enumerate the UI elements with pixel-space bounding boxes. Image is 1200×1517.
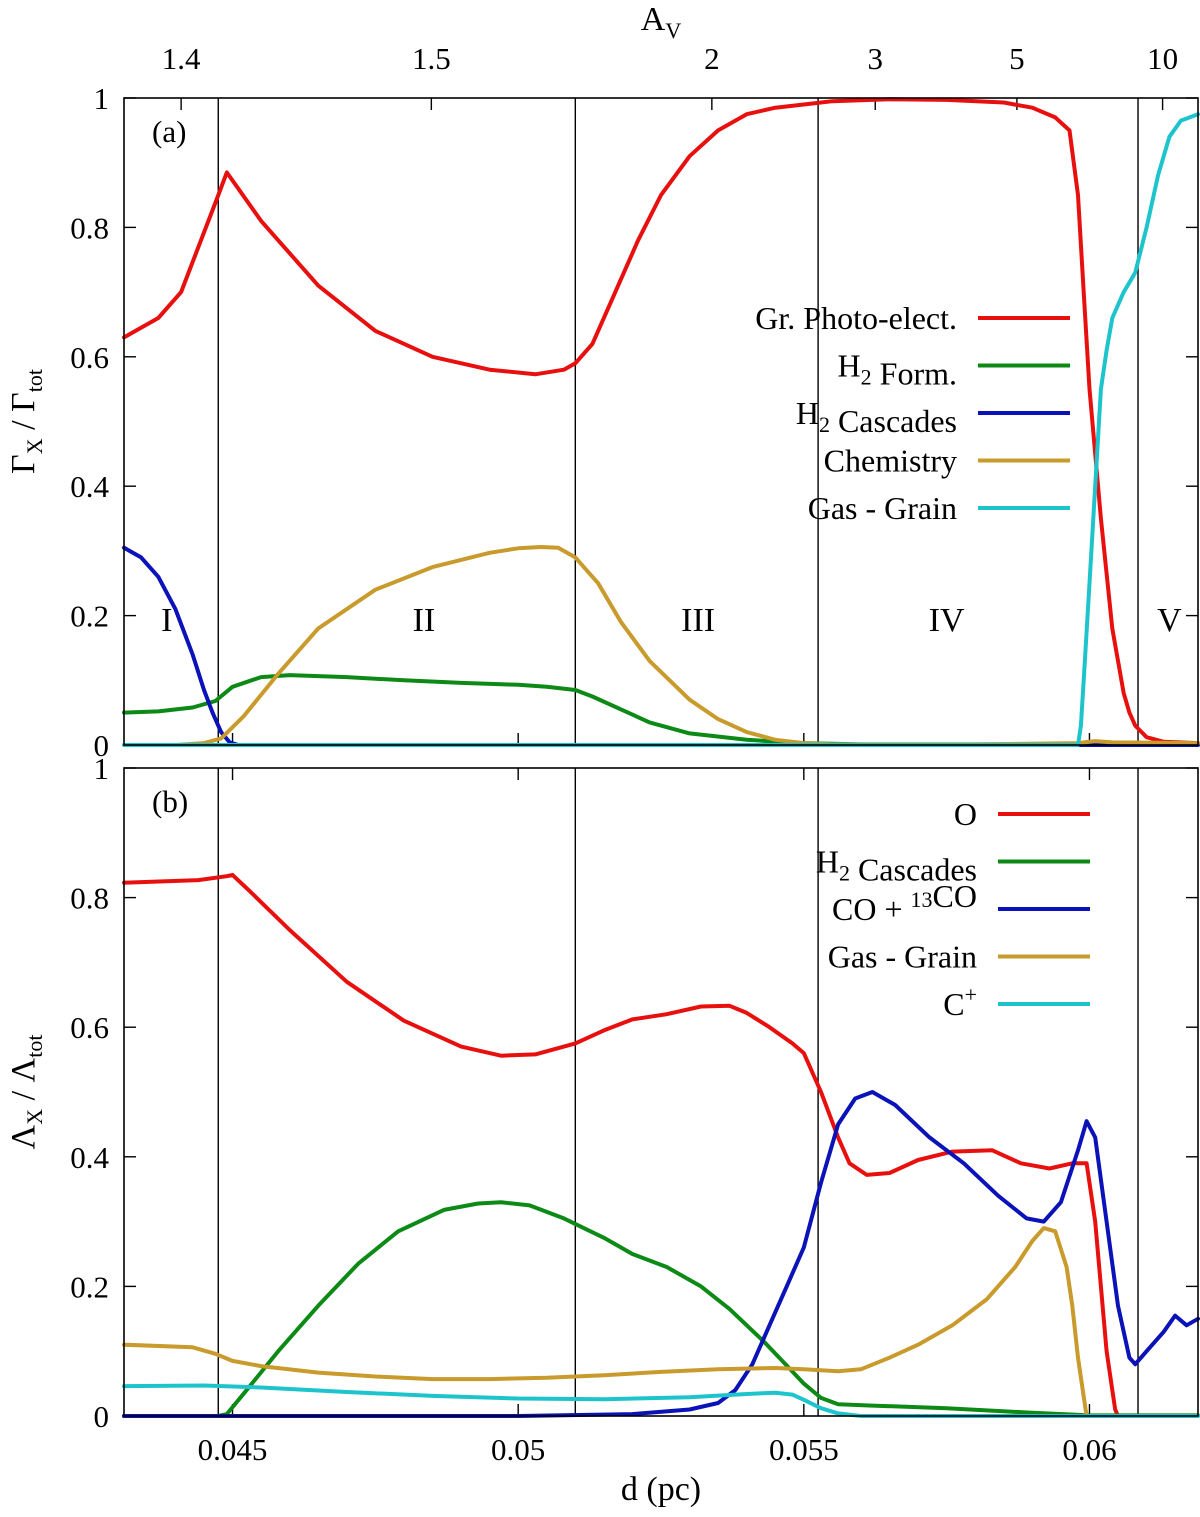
panel-label: (a): [152, 114, 186, 149]
y-tick-label: 0: [94, 1399, 110, 1434]
panel-label: (b): [152, 784, 188, 819]
x-tick-label: 0.06: [1062, 1432, 1116, 1467]
legend-label: Gr. Photo-elect.: [755, 300, 957, 336]
top-axis-tick-label: 1.5: [412, 41, 451, 76]
y-tick-label: 0.8: [70, 881, 109, 916]
top-axis-tick-label: 2: [704, 41, 720, 76]
plot-frame: [123, 97, 1199, 746]
series-line-co-13co: [122, 1090, 1200, 1418]
y-tick-label: 1: [94, 751, 110, 786]
region-label: III: [681, 602, 715, 639]
top-axis-tick-label: 1.4: [162, 41, 201, 76]
x-tick-label: 0.045: [198, 1432, 268, 1467]
legend-label: Chemistry: [824, 443, 957, 479]
series-line-h2-cascades: [122, 545, 1200, 747]
legend-label: H2 Cascades: [796, 395, 957, 439]
x-tick-label: 0.05: [491, 1432, 545, 1467]
legend-label: Gas - Grain: [828, 939, 977, 975]
series-line-h2-cascades: [122, 1200, 1200, 1418]
y-tick-label: 0.6: [70, 340, 109, 375]
series-line-gas-grain: [122, 112, 1200, 747]
series-line-h2-form-: [122, 673, 1200, 747]
region-label: V: [1157, 602, 1182, 639]
panel-b: 0 0.2 0.4 0.6 0.8 1 0.045 0.05 0.055 0.06 d (pc) ΛX…: [5, 751, 1200, 1508]
series-line-chemistry: [122, 545, 1200, 747]
legend-label: O: [954, 796, 977, 832]
region-label: IV: [929, 602, 965, 639]
y-tick-label: 0: [94, 728, 110, 763]
series-line-gas-grain: [122, 1226, 1089, 1418]
legend-label: C+: [943, 982, 977, 1022]
y-tick-label: 0.4: [70, 469, 109, 504]
y-tick-label: 0.2: [70, 1269, 109, 1304]
legend-label: Gas - Grain: [808, 490, 957, 526]
region-label: I: [161, 602, 172, 639]
y-tick-label: 0.4: [70, 1140, 109, 1175]
top-axis-tick-label: 10: [1147, 41, 1178, 76]
series-line-gr-photo-elect-: [122, 97, 1200, 746]
y-tick-label: 0.6: [70, 1010, 109, 1045]
x-axis-label: d (pc): [621, 1471, 701, 1508]
y-axis-label: ΛX / Λtot: [5, 1035, 47, 1150]
series-line-c-: [122, 1383, 1200, 1418]
top-axis-tick-label: 5: [1009, 41, 1025, 76]
legend-label: H2 Cascades: [816, 844, 977, 888]
legend-label: CO + 13CO: [832, 878, 977, 927]
legend-label: H2 Form.: [838, 348, 957, 392]
series-line-o: [122, 872, 1120, 1418]
y-tick-label: 0.8: [70, 210, 109, 245]
x-tick-label: 0.055: [769, 1432, 839, 1467]
y-tick-label: 0.2: [70, 599, 109, 634]
top-axis-tick-label: 3: [867, 41, 883, 76]
plot-frame: [123, 767, 1199, 1417]
y-axis-label: ΓX / Γtot: [5, 369, 47, 474]
top-axis-label: AV: [641, 1, 682, 43]
y-tick-label: 1: [94, 81, 110, 116]
region-label: II: [413, 602, 436, 639]
